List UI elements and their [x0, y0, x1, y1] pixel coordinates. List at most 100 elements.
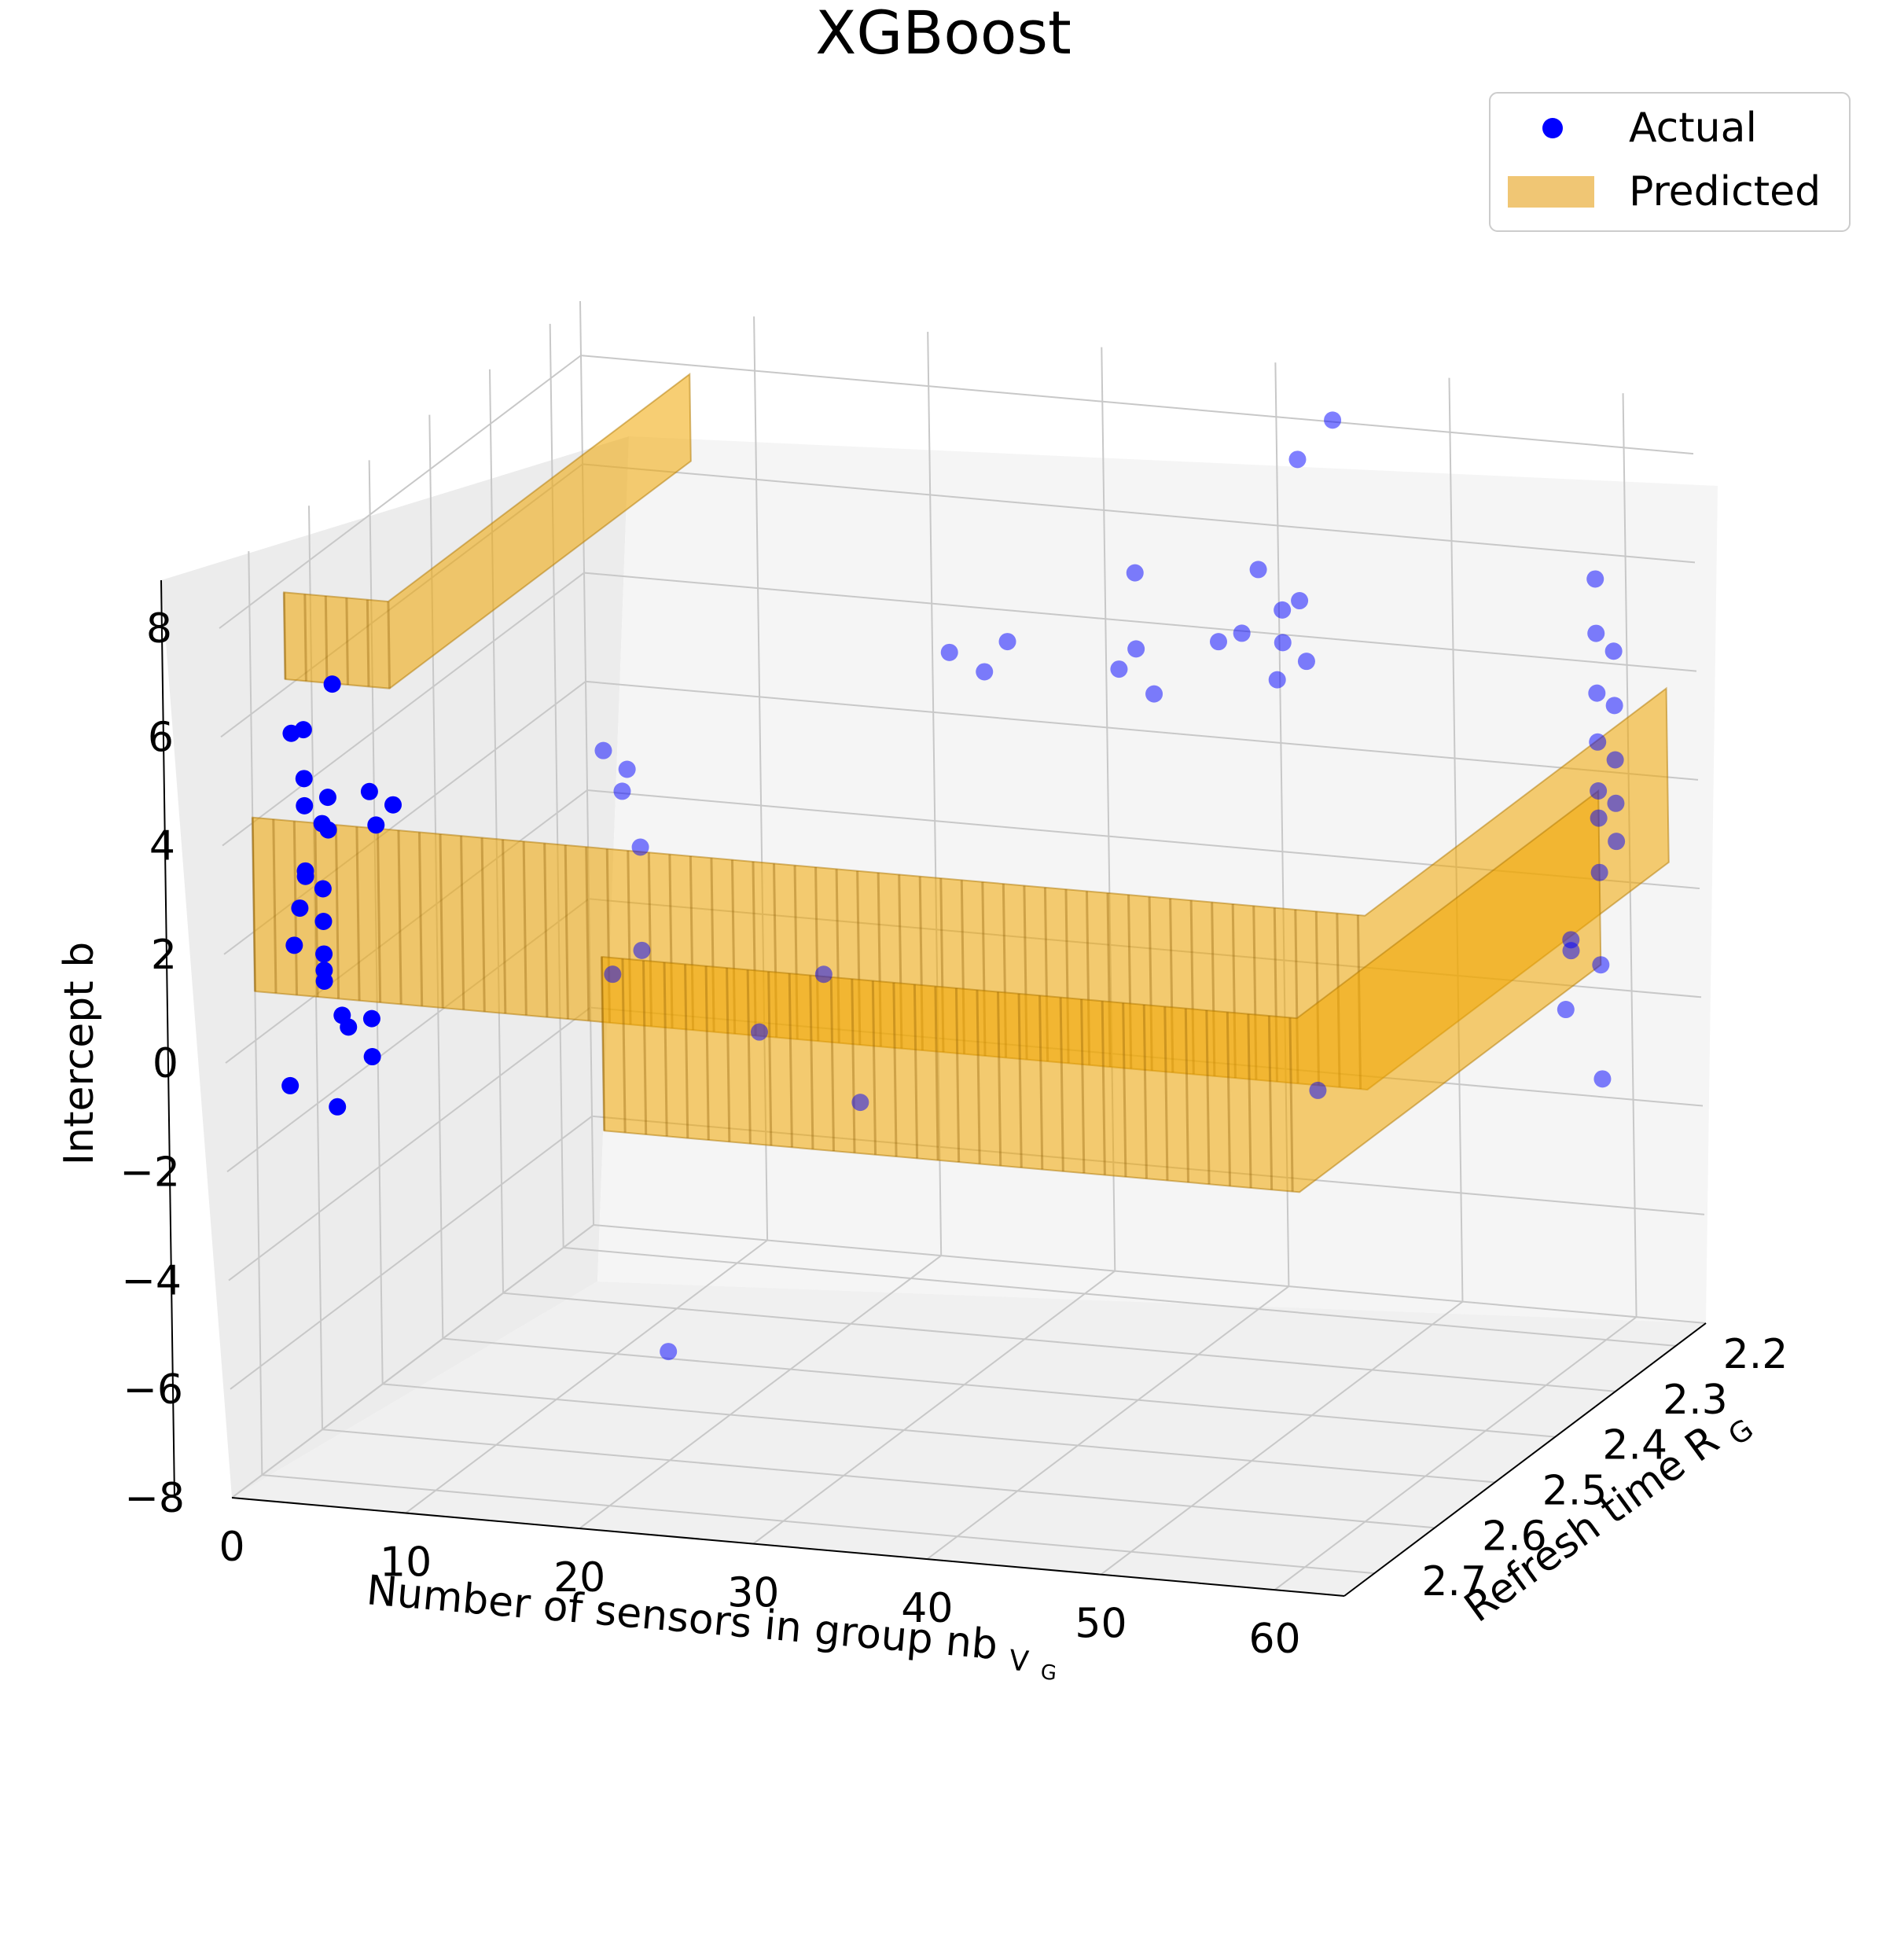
data-point — [1593, 1070, 1612, 1088]
predicted-surface-ridge — [1226, 1012, 1232, 1186]
z-gridline — [231, 1223, 1707, 1498]
data-point — [604, 965, 622, 984]
data-point — [285, 936, 303, 954]
z-tick-label: −8 — [124, 1475, 185, 1522]
y-axis-label-sub: G — [1723, 1414, 1760, 1453]
predicted-surface-ridge — [585, 847, 590, 1021]
data-point — [1268, 671, 1286, 689]
y-tick-label: 2.7 — [1421, 1558, 1487, 1605]
predicted-surface-ridge — [480, 837, 486, 1012]
predicted-surface-ridge — [1288, 1017, 1294, 1192]
predicted-surface-ridge — [600, 957, 606, 1131]
data-point — [315, 973, 333, 991]
y-gridline — [368, 460, 1495, 1484]
data-point — [329, 1098, 347, 1116]
predicted-surface-ridge — [376, 828, 382, 1003]
data-point — [1249, 561, 1267, 579]
data-point — [363, 1048, 381, 1066]
predicted-surface-ridge — [324, 596, 329, 683]
predicted-surface-ridge — [366, 599, 370, 687]
y-tick-label: 2.5 — [1542, 1467, 1608, 1514]
predicted-surface-ridge — [355, 826, 361, 1001]
data-point — [1586, 570, 1604, 588]
data-point — [613, 782, 631, 800]
data-point — [314, 880, 332, 898]
predicted-surface-ridge — [303, 594, 307, 682]
data-point — [1145, 685, 1163, 703]
z-tick-label: 6 — [148, 714, 174, 761]
predicted-surface-ridge — [829, 976, 835, 1152]
y-gridline — [489, 369, 1616, 1392]
predicted-surface-ridge — [334, 825, 340, 999]
data-point — [1324, 411, 1342, 429]
data-point — [660, 1343, 678, 1361]
data-point — [1607, 794, 1625, 812]
z-gridline — [219, 355, 1694, 629]
predicted-surface-ridge — [767, 971, 773, 1146]
data-point — [1590, 809, 1608, 827]
actual-points — [281, 411, 1626, 1361]
legend-actual-label: Actual — [1629, 105, 1757, 152]
data-point — [296, 867, 314, 885]
predicted-surface-ridge — [871, 980, 877, 1155]
predicted-surface-ridge — [788, 973, 793, 1148]
z-tick-label: −2 — [119, 1149, 180, 1196]
data-point — [1297, 653, 1315, 671]
x-tick-label: 10 — [380, 1539, 432, 1587]
y-gridline — [428, 414, 1556, 1438]
gridlines — [219, 300, 1707, 1590]
predicted-surface-ridge — [522, 841, 527, 1016]
x-tick-label: 0 — [219, 1524, 244, 1571]
predicted-surface-ridge — [564, 844, 569, 1020]
predicted-surface-ridge — [621, 958, 627, 1133]
data-point — [976, 663, 994, 681]
predicted-surface-ridge — [272, 819, 278, 994]
data-point — [1604, 642, 1623, 660]
y-gridline — [549, 323, 1676, 1347]
predicted-surface-ridge — [1101, 1001, 1106, 1175]
chart-title: XGBoost — [815, 0, 1071, 68]
predicted-surface-ridge — [1247, 1013, 1252, 1188]
x-tick-label: 50 — [1075, 1601, 1127, 1648]
data-point — [360, 782, 378, 800]
z-tick-label: 8 — [146, 605, 172, 653]
predicted-surface-ridge — [726, 968, 731, 1142]
predicted-surface-ridge — [439, 833, 444, 1009]
predicted-surface-ridge — [1163, 1006, 1169, 1181]
data-point — [1589, 733, 1607, 751]
predicted-surface-ridge — [704, 965, 710, 1140]
predicted-surface-ridge — [809, 975, 814, 1149]
z-gridline — [230, 1115, 1705, 1390]
predicted-surface-ridge — [746, 969, 752, 1144]
predicted-surface-ridge — [684, 964, 689, 1138]
z-tick-label: −4 — [121, 1258, 182, 1305]
data-point — [1592, 956, 1610, 974]
data-point — [851, 1094, 869, 1112]
data-point — [296, 796, 314, 815]
predicted-surface-ridge — [543, 843, 549, 1017]
data-point — [319, 821, 337, 839]
predicted-surface-ridge — [1038, 995, 1044, 1170]
data-point — [1127, 640, 1145, 658]
data-point — [1606, 751, 1624, 769]
legend: Actual Predicted — [1489, 92, 1851, 232]
data-point — [314, 912, 333, 930]
predicted-surface-ridge — [460, 836, 465, 1010]
data-point — [998, 633, 1016, 651]
predicted-surface-ridge — [282, 592, 287, 679]
predicted-surface-ridge — [641, 960, 648, 1134]
data-point — [323, 675, 341, 693]
x-axis-label-subsub: G — [1040, 1660, 1058, 1686]
predicted-surface-ridge — [913, 984, 919, 1159]
z-axis-label: Intercept b — [56, 942, 103, 1165]
predicted-surface-ridge — [892, 982, 898, 1157]
data-point — [291, 899, 309, 917]
predicted-surface-ridge — [345, 598, 349, 686]
x-axis-label-main: Number of sensors in group nb — [365, 1567, 1000, 1669]
x-tick-label: 60 — [1248, 1616, 1300, 1663]
predicted-surface-ridge — [934, 986, 939, 1160]
y-tick-label: 2.6 — [1482, 1513, 1547, 1560]
data-point — [1588, 684, 1606, 702]
